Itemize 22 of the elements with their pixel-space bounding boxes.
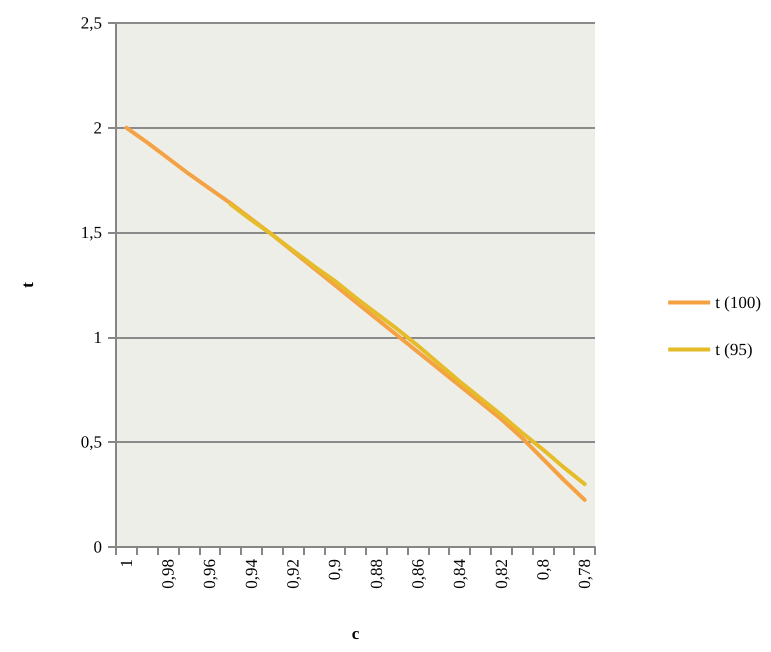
x-tick-label: 0,78 xyxy=(575,559,594,589)
x-tick-label: 0,9 xyxy=(325,559,344,580)
x-tick-label: 0,98 xyxy=(158,559,178,589)
y-tick-label: 0 xyxy=(94,538,102,556)
x-tick-label: 0,86 xyxy=(408,559,428,589)
x-tick-label: 0,8 xyxy=(533,559,552,580)
y-tick-label: 1 xyxy=(94,328,102,347)
y-tick-label: 0,5 xyxy=(80,432,102,452)
x-tick-label: 0,96 xyxy=(200,559,220,589)
legend-label: t (100) xyxy=(715,293,761,312)
y-tick-label: 1,5 xyxy=(80,223,102,242)
x-tick-label: 0,88 xyxy=(366,559,386,589)
x-axis-title: c xyxy=(352,624,360,643)
y-tick-label: 2 xyxy=(94,118,102,138)
y-axis-title: t xyxy=(18,282,37,288)
x-tick-label: 0,92 xyxy=(284,559,303,589)
legend-label: t (95) xyxy=(715,340,752,359)
y-tick-label: 2,5 xyxy=(80,14,102,32)
x-tick-label: 0,82 xyxy=(492,559,511,589)
x-tick-label: 0,94 xyxy=(242,558,261,589)
x-tick-label: 0,84 xyxy=(450,558,470,589)
x-tick-label: 1 xyxy=(116,559,136,568)
